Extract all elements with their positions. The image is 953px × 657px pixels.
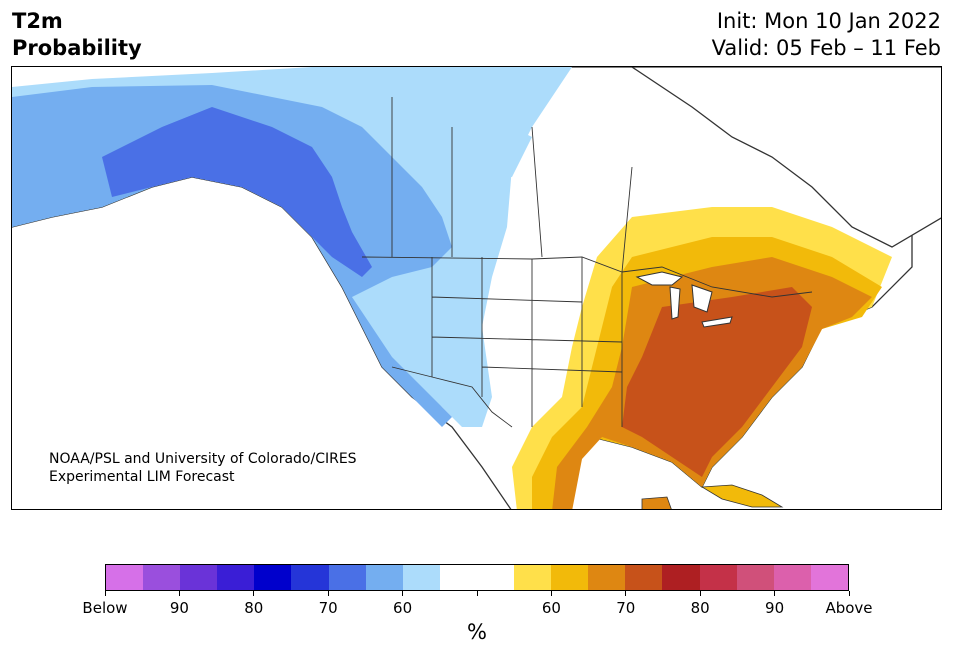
colorbar-tick-label: 90 — [169, 599, 189, 617]
lake-michigan — [669, 286, 681, 320]
colorbar-tick-label: 60 — [541, 599, 561, 617]
colorbar-tick-label: 80 — [690, 599, 710, 617]
great-lakes — [635, 271, 733, 328]
colorbar — [105, 564, 849, 591]
below-dark-blue — [102, 107, 372, 277]
colorbar-tick — [476, 591, 478, 596]
colorbar-segment — [254, 565, 292, 590]
colorbar-segment — [810, 565, 848, 590]
title-line-1: T2m — [12, 9, 63, 33]
colorbar-segment — [143, 565, 181, 590]
colorbar-tick-label: 60 — [393, 599, 413, 617]
colorbar-tick-label: 70 — [318, 599, 338, 617]
valid-date: Valid: 05 Feb – 11 Feb — [711, 36, 941, 60]
colorbar-segment — [736, 565, 774, 590]
colorbar-tick — [253, 591, 255, 596]
colorbar-segment — [476, 565, 515, 590]
colorbar-segment — [588, 565, 626, 590]
colorbar-segment — [699, 565, 737, 590]
colorbar-unit: % — [467, 620, 487, 644]
forecast-dates: Init: Mon 10 Jan 2022 Valid: 05 Feb – 11… — [712, 8, 941, 62]
colorbar-tick — [699, 591, 701, 596]
above-normal-areas — [512, 207, 892, 509]
colorbar-tick — [402, 591, 404, 596]
colorbar-tick — [327, 591, 329, 596]
colorbar-segment — [773, 565, 811, 590]
credit-line-2: Experimental LIM Forecast — [49, 469, 235, 485]
lake-huron — [691, 284, 713, 313]
colorbar-tick-label: Below — [82, 599, 128, 617]
colorbar-segment — [402, 565, 440, 590]
colorbar-segment — [365, 565, 403, 590]
state-lines — [431, 257, 623, 427]
us-mexico-border — [391, 366, 513, 428]
lake-superior — [635, 271, 684, 286]
hudson-bay-light — [412, 117, 532, 177]
canada-provinces — [391, 97, 633, 273]
title-line-2: Probability — [12, 36, 142, 60]
greenland-land — [630, 67, 941, 248]
below-normal-areas — [12, 67, 572, 427]
colorbar-segment — [106, 565, 144, 590]
colorbar-tick — [104, 591, 106, 596]
colorbar-segment — [217, 565, 255, 590]
colorbar-segment — [180, 565, 218, 590]
colorbar-segment — [439, 565, 477, 590]
us-canada-border — [361, 256, 813, 298]
credit-line-1: NOAA/PSL and University of Colorado/CIRE… — [49, 451, 357, 467]
init-date: Init: Mon 10 Jan 2022 — [716, 9, 941, 33]
above-dark-orange — [622, 287, 812, 477]
colorbar-segment — [662, 565, 700, 590]
borders — [361, 97, 813, 428]
lake-erie — [701, 316, 733, 328]
colorbar-segment — [551, 565, 589, 590]
colorbar-tick-label: 90 — [765, 599, 785, 617]
colorbar-tick — [848, 591, 850, 596]
colorbar-segment — [291, 565, 329, 590]
colorbar-tick — [625, 591, 627, 596]
map-svg — [12, 67, 941, 509]
colorbar-tick — [550, 591, 552, 596]
credit-text: NOAA/PSL and University of Colorado/CIRE… — [49, 450, 357, 486]
colorbar-segment — [625, 565, 663, 590]
bahamas-island — [641, 496, 672, 509]
colorbar-segment — [514, 565, 552, 590]
colorbar-tick-label: 80 — [244, 599, 264, 617]
colorbar-tick — [774, 591, 776, 596]
map-title: T2m Probability — [12, 8, 142, 62]
colorbar-tick-label: Above — [825, 599, 873, 617]
colorbar-segment — [328, 565, 366, 590]
probability-map — [11, 66, 942, 510]
colorbar-tick — [178, 591, 180, 596]
cuba-island — [700, 484, 784, 508]
colorbar-tick-label: 70 — [616, 599, 636, 617]
